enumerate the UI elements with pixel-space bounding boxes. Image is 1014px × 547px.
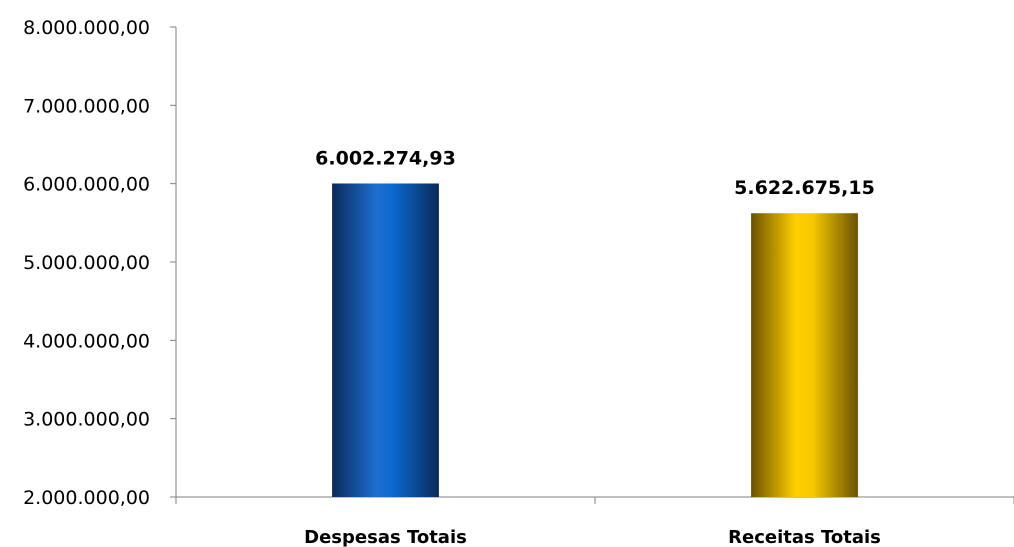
y-tick-label: 8.000.000,00	[23, 17, 150, 39]
y-tick-label: 7.000.000,00	[23, 95, 150, 117]
y-tick-label: 3.000.000,00	[23, 409, 150, 431]
bar-2	[751, 213, 858, 497]
y-tick-label: 2.000.000,00	[23, 487, 150, 509]
y-tick-label: 5.000.000,00	[23, 252, 150, 274]
bar-value-label: 6.002.274,93	[315, 147, 456, 169]
bar-1	[332, 183, 439, 497]
y-axis: 2.000.000,00 3.000.000,00 4.000.000,00 5.00…	[23, 17, 177, 509]
y-tick-label: 6.000.000,00	[23, 174, 150, 196]
bar-value-label: 5.622.675,15	[734, 177, 875, 199]
bars	[332, 183, 858, 497]
category-label: Receitas Totais	[728, 527, 881, 547]
x-axis: Despesas Totais Receitas Totais	[175, 496, 1014, 547]
data-labels: 6.002.274,93 5.622.675,15	[315, 147, 875, 199]
y-tick-label: 4.000.000,00	[23, 330, 150, 352]
category-label: Despesas Totais	[304, 527, 467, 547]
